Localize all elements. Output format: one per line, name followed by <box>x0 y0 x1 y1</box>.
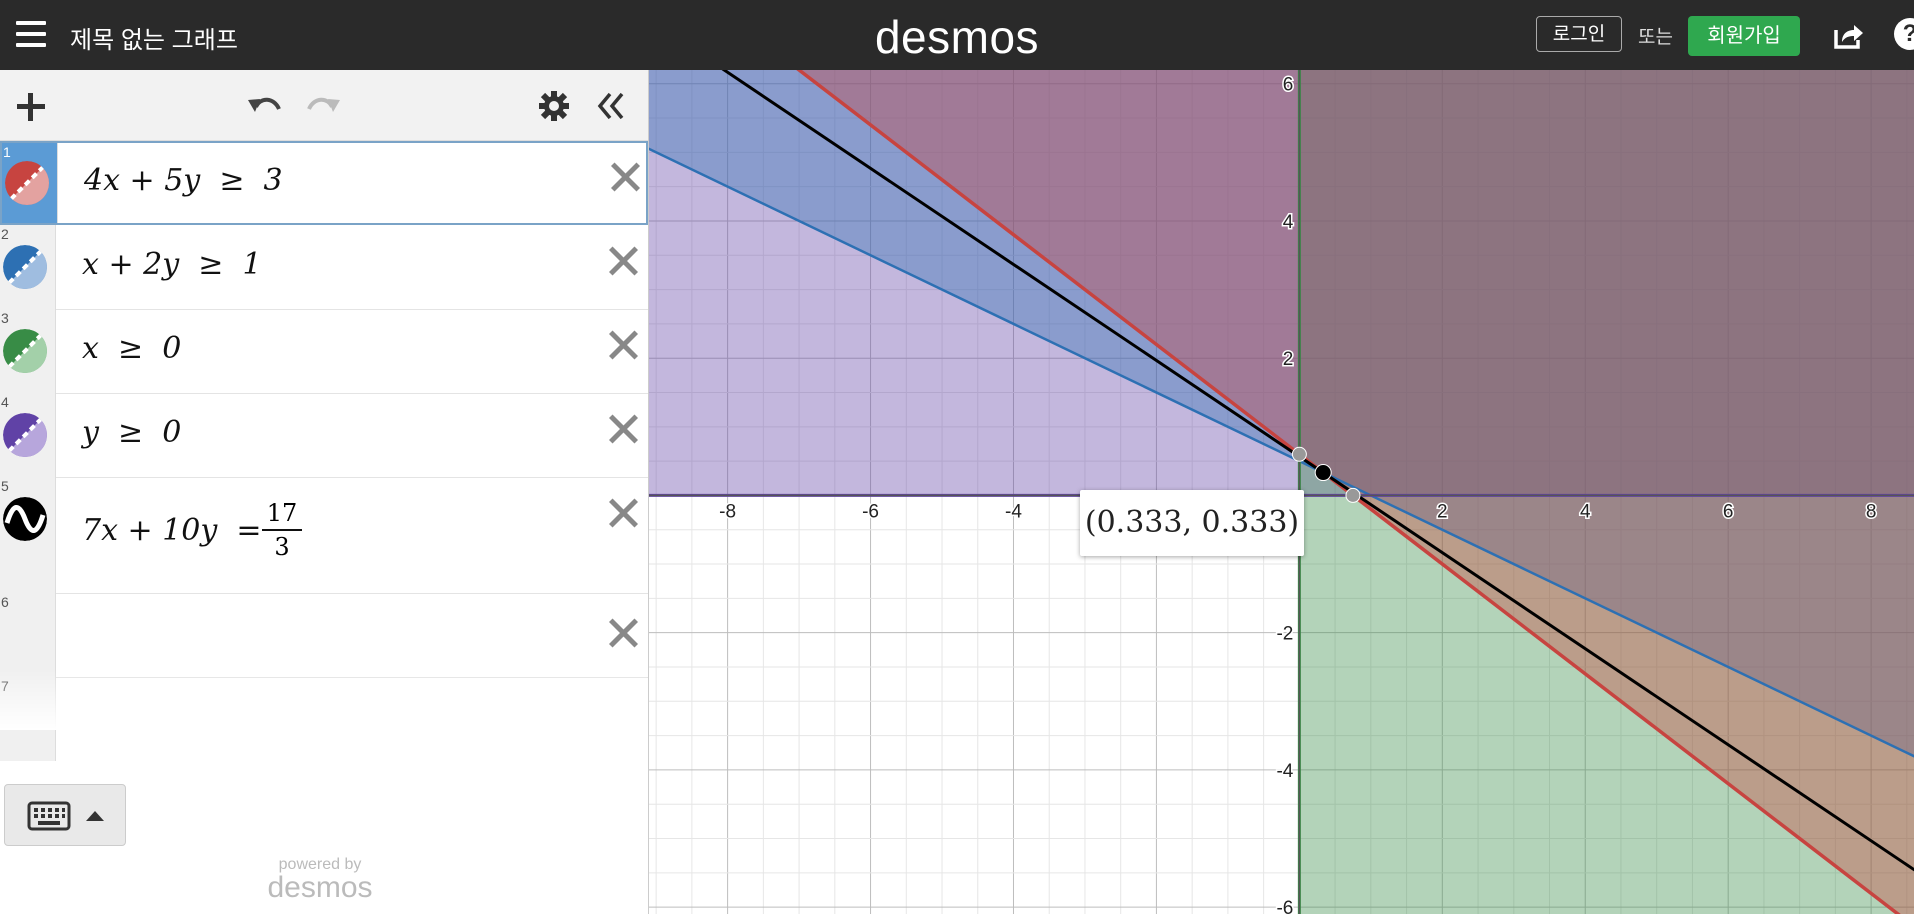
delete-expression-icon[interactable] <box>607 497 639 529</box>
or-label: 또는 <box>1638 27 1673 48</box>
graph-title[interactable]: 제목 없는 그래프 <box>70 27 238 54</box>
intersection-point[interactable] <box>1314 464 1332 482</box>
y-tick-label: 4 <box>1283 212 1294 233</box>
inequality-color-icon[interactable] <box>3 245 47 289</box>
x-tick-label: 4 <box>1580 501 1591 522</box>
keyboard-icon <box>27 801 71 831</box>
signup-button[interactable]: 회원가입 <box>1688 16 1800 56</box>
x-tick-label: -8 <box>719 501 736 522</box>
line-7x-10y <box>721 70 1914 872</box>
fraction-bar <box>262 529 302 531</box>
expression-panel: 1 4x + 5y ≥ 3 2 x + 2y ≥ 1 3 x ≥ 0 <box>0 70 649 914</box>
y-tick-label: 6 <box>1283 75 1294 96</box>
fraction: 17 3 <box>262 499 302 561</box>
add-item-icon[interactable] <box>16 92 46 122</box>
graph-line-icon[interactable] <box>3 497 47 541</box>
region-blue-inequality <box>649 70 1914 757</box>
list-fade <box>0 670 647 730</box>
intercept-point[interactable] <box>1291 446 1307 462</box>
delete-expression-icon[interactable] <box>607 413 639 445</box>
y-tick-label: -4 <box>1276 761 1293 782</box>
keyboard-toggle-button[interactable] <box>4 784 126 846</box>
boundary-line-blue <box>649 147 1914 758</box>
tick-labels: -8 -6 -4 2 4 6 8 6 4 2 -2 -4 -6 <box>718 73 1878 914</box>
expression-math[interactable]: y ≥ 0 <box>82 415 182 450</box>
delete-expression-icon[interactable] <box>607 617 639 649</box>
powered-by-desmos[interactable]: powered by desmos <box>258 856 382 904</box>
grid <box>649 70 1914 914</box>
points[interactable] <box>1291 446 1361 503</box>
delete-expression-icon[interactable] <box>607 329 639 361</box>
expression-row-1[interactable]: 1 4x + 5y ≥ 3 <box>0 141 648 225</box>
desmos-logo: desmos <box>874 11 1040 63</box>
collapse-panel-icon[interactable] <box>596 92 628 120</box>
y-tick-label: -6 <box>1276 898 1293 914</box>
boundary-line-red <box>796 70 1901 914</box>
inequality-color-icon[interactable] <box>5 161 49 205</box>
inequality-regions <box>649 70 1914 914</box>
x-tick-label: 8 <box>1866 501 1877 522</box>
expression-row-4[interactable]: 4 y ≥ 0 <box>0 393 648 478</box>
point-coordinate-label: (0.333, 0.333) <box>1080 490 1304 556</box>
top-bar: 제목 없는 그래프 desmos 로그인 또는 회원가입 ? <box>0 0 1914 70</box>
expression-row-6[interactable]: 6 <box>0 593 648 678</box>
expression-index: 3 <box>1 310 9 326</box>
expression-index: 5 <box>1 478 9 494</box>
delete-expression-icon[interactable] <box>607 245 639 277</box>
fraction-denominator: 3 <box>274 533 290 561</box>
share-icon[interactable] <box>1832 22 1864 50</box>
x-tick-label: 6 <box>1723 501 1734 522</box>
x-tick-label: -6 <box>862 501 879 522</box>
expression-index: 1 <box>3 144 11 160</box>
login-button[interactable]: 로그인 <box>1536 16 1622 52</box>
expression-row-3[interactable]: 3 x ≥ 0 <box>0 309 648 394</box>
menu-icon[interactable] <box>16 21 46 47</box>
powered-by-text: powered by <box>278 856 362 873</box>
caret-up-icon <box>86 811 104 821</box>
inequality-color-icon[interactable] <box>3 329 47 373</box>
expression-index: 2 <box>1 226 9 242</box>
desmos-footer-logo: desmos <box>267 871 373 904</box>
expression-gutter <box>0 593 56 677</box>
region-x-nonneg <box>1299 70 1914 914</box>
expression-row-5[interactable]: 5 7x + 10y = 17 3 <box>0 477 648 594</box>
intercept-point[interactable] <box>1345 487 1361 503</box>
x-tick-label: -4 <box>1005 501 1022 522</box>
graph-canvas[interactable]: -8 -6 -4 2 4 6 8 6 4 2 -2 -4 -6 <box>649 70 1914 914</box>
expression-math[interactable]: 7x + 10y = <box>82 513 281 548</box>
inequality-color-icon[interactable] <box>3 413 47 457</box>
settings-gear-icon[interactable] <box>538 90 570 122</box>
expression-toolbar <box>0 70 648 141</box>
expression-row-2[interactable]: 2 x + 2y ≥ 1 <box>0 225 648 310</box>
expression-math[interactable]: x + 2y ≥ 1 <box>82 247 262 282</box>
expression-math[interactable]: 4x + 5y ≥ 3 <box>84 163 283 198</box>
help-icon[interactable]: ? <box>1894 18 1914 50</box>
expression-index: 4 <box>1 394 9 410</box>
fraction-numerator: 17 <box>266 499 298 527</box>
x-tick-label: 2 <box>1437 501 1448 522</box>
delete-expression-icon[interactable] <box>609 161 641 193</box>
expression-math[interactable]: x ≥ 0 <box>82 331 182 366</box>
y-tick-label: -2 <box>1276 624 1293 645</box>
undo-icon[interactable] <box>246 90 284 120</box>
y-tick-label: 2 <box>1283 349 1294 370</box>
expression-index: 6 <box>1 594 9 610</box>
redo-icon[interactable] <box>304 90 342 120</box>
region-y-nonneg <box>649 70 1914 496</box>
